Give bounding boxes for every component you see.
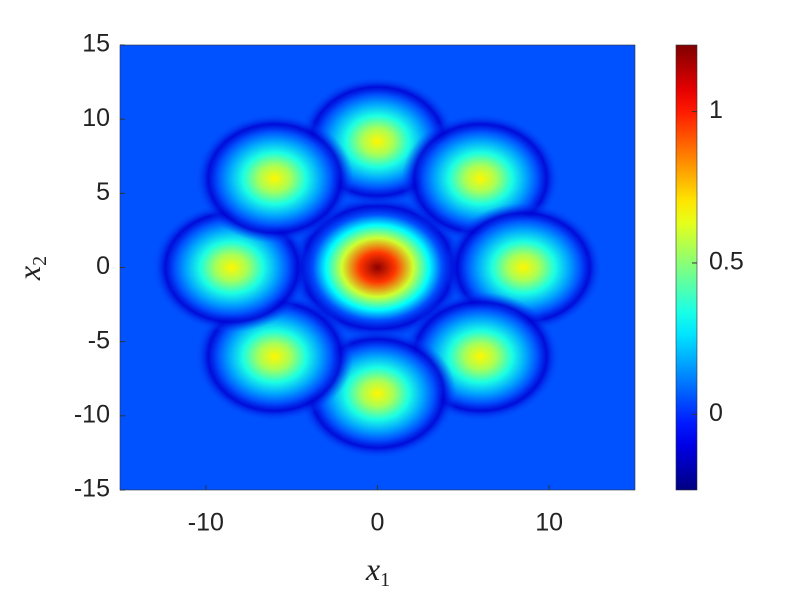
y-tick-label: 10 <box>82 104 110 132</box>
peak <box>195 113 354 244</box>
y-tick-label: 0 <box>96 252 110 280</box>
y-tick-label: -15 <box>74 475 110 503</box>
colorbar-tick-label: 1 <box>709 96 723 124</box>
peak <box>288 194 467 341</box>
y-label-symbol: x <box>11 266 47 281</box>
x-label-subscript: 1 <box>380 569 390 591</box>
x-axis-label: x1 <box>365 551 390 591</box>
y-axis-label: x2 <box>11 256 51 281</box>
y-tick-label: -5 <box>88 326 110 354</box>
heatmap-field <box>152 76 603 459</box>
x-tick-label: 0 <box>371 509 385 537</box>
colorbar <box>675 44 698 491</box>
colorbar-tick-label: 0.5 <box>709 248 744 276</box>
y-tick-label: -10 <box>74 400 110 428</box>
y-tick-label: 5 <box>96 178 110 206</box>
x-tick-label: 10 <box>535 509 563 537</box>
colorbar-tick-label: 0 <box>709 399 723 427</box>
x-label-symbol: x <box>365 551 380 587</box>
x-tick-label: -10 <box>188 509 224 537</box>
y-tick-label: 15 <box>82 30 110 58</box>
y-label-subscript: 2 <box>29 256 51 266</box>
